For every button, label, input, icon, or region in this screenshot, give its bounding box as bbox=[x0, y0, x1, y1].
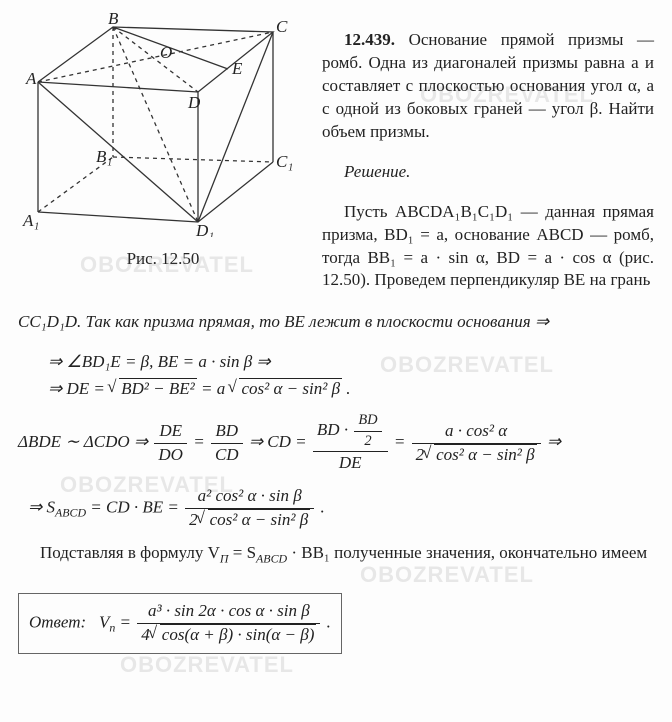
eq1b-mid: = a bbox=[201, 379, 225, 398]
eq1b-rad2: cos² α − sin² β bbox=[239, 378, 342, 398]
vertex-D: D bbox=[187, 93, 201, 112]
answer-den-rad: cos(α + β) · sin(α − β) bbox=[160, 624, 317, 644]
eq-line-3: ⇒ SABCD = CD · BE = a² cos² α · sin β 2c… bbox=[28, 485, 654, 532]
vertex-D1: D₁ bbox=[195, 221, 214, 237]
answer-var: V bbox=[99, 613, 109, 632]
plug-text-b: = S bbox=[233, 543, 256, 562]
eq2-f2-den: CD bbox=[211, 444, 243, 467]
eq2-f3-inner-den: 2 bbox=[354, 432, 381, 452]
answer-num: a³ · sin 2α · cos α · sin β bbox=[137, 600, 320, 624]
vertex-B: B bbox=[108, 12, 119, 28]
prism-diagram: A B C D E O A₁ B₁ C₁ D₁ bbox=[18, 12, 298, 237]
top-row: A B C D E O A₁ B₁ C₁ D₁ Рис. 12.50 12.43… bbox=[18, 12, 654, 309]
eq2-f4-num: a · cos² α bbox=[412, 420, 541, 444]
eq3-suffix: . bbox=[320, 497, 324, 516]
eq2-f3-num-top: BD · bbox=[317, 420, 352, 439]
vertex-O: O bbox=[160, 43, 172, 62]
right-column: 12.439. Основание прямой призмы — ромб. … bbox=[322, 12, 654, 309]
answer-suffix: . bbox=[327, 613, 331, 632]
eq2-cd: ⇒ CD = bbox=[249, 432, 311, 451]
eq3-den-rad: cos² α − sin² β bbox=[208, 509, 311, 529]
answer-box: Ответ: Vn = a³ · sin 2α · cos α · sin β … bbox=[18, 593, 342, 654]
vertex-A: A bbox=[25, 69, 37, 88]
eq2-f4-den-rad: cos² α − sin² β bbox=[434, 444, 537, 464]
eq3-mid: = CD · BE = bbox=[90, 497, 183, 516]
eq-line-2: ΔBDE ∼ ΔCDO ⇒ DEDO = BDCD ⇒ CD = BD · BD… bbox=[18, 411, 654, 475]
eq2-tail: ⇒ bbox=[547, 432, 561, 451]
answer-sub: n bbox=[109, 621, 115, 635]
figure-caption: Рис. 12.50 bbox=[18, 248, 308, 271]
eq2-f1-num: DE bbox=[154, 420, 187, 444]
eq1b-prefix: ⇒ DE = bbox=[48, 379, 109, 398]
vertex-A1: A₁ bbox=[22, 211, 39, 230]
answer-eq: = bbox=[120, 613, 136, 632]
problem-paragraph: 12.439. Основание прямой призмы — ромб. … bbox=[322, 29, 654, 144]
eq3-sub: ABCD bbox=[55, 506, 86, 520]
vertex-B1: B₁ bbox=[96, 147, 112, 166]
eq-line-1a: ⇒ ∠BD₁E = β, BE = a · sin β ⇒ bbox=[48, 351, 654, 374]
vertex-C: C bbox=[276, 17, 288, 36]
eq2-f2-num: BD bbox=[211, 420, 243, 444]
plug-paragraph: Подставляя в формулу VП = SABCD · BB₁ по… bbox=[18, 542, 654, 566]
plug-text-a: Подставляя в формулу V bbox=[40, 543, 220, 562]
solution-intro: Пусть ABCDA₁B₁C₁D₁ — данная прямая призм… bbox=[322, 201, 654, 293]
continuation-text: CC₁D₁D. Так как призма прямая, то BE леж… bbox=[18, 311, 654, 334]
solution-label: Решение. bbox=[322, 161, 654, 184]
problem-number: 12.439. bbox=[344, 30, 395, 49]
eq3-num: a² cos² α · sin β bbox=[185, 485, 314, 509]
eq-line-1b: ⇒ DE = BD² − BE² = a cos² α − sin² β . bbox=[48, 378, 654, 401]
eq2-f1-den: DO bbox=[154, 444, 187, 467]
continuation-line: CC₁D₁D. Так как призма прямая, то BE леж… bbox=[18, 312, 549, 331]
eq1b-rad1: BD² − BE² bbox=[119, 378, 197, 398]
vertex-E: E bbox=[231, 59, 243, 78]
vertex-C1: C₁ bbox=[276, 152, 293, 171]
plug-text-c: · BB₁ полученные значения, окончательно … bbox=[291, 543, 647, 562]
figure-container: A B C D E O A₁ B₁ C₁ D₁ Рис. 12.50 bbox=[18, 12, 308, 271]
eq2-triangles: ΔBDE ∼ ΔCDO ⇒ bbox=[18, 432, 152, 451]
watermark: OBOZREVATEL bbox=[120, 650, 294, 680]
eq2-f3-den: DE bbox=[313, 452, 388, 475]
eq1b-suffix: . bbox=[346, 379, 350, 398]
plug-sub: П bbox=[220, 551, 229, 565]
eq2-f3-inner-num: BD bbox=[354, 411, 381, 432]
answer-label: Ответ: bbox=[29, 613, 86, 632]
eq3-prefix: ⇒ S bbox=[28, 497, 55, 516]
plug-sub2: ABCD bbox=[256, 551, 287, 565]
